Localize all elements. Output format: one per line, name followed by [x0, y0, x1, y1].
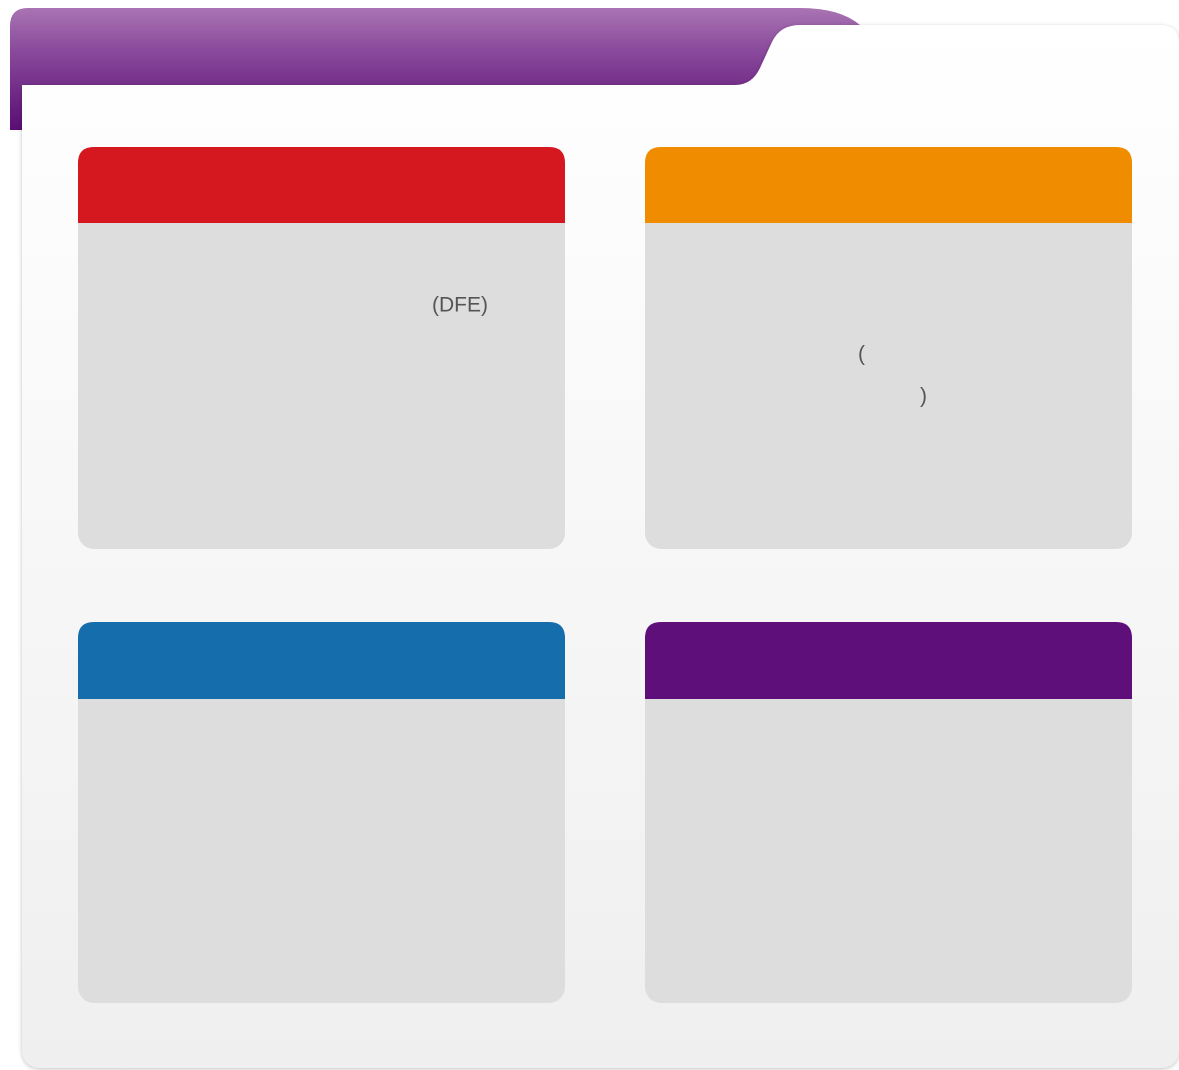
card-header [645, 147, 1132, 223]
card-text: ) [920, 385, 927, 408]
card-text: ( [858, 343, 865, 366]
card-red: (DFE) [78, 147, 565, 549]
card-blue [78, 622, 565, 1003]
card-header [645, 622, 1132, 699]
card-body [78, 622, 565, 1003]
card-body [645, 622, 1132, 1003]
card-body [645, 147, 1132, 549]
card-body [78, 147, 565, 549]
card-header [78, 147, 565, 223]
card-orange: ( ) [645, 147, 1132, 549]
card-header [78, 622, 565, 699]
card-purple [645, 622, 1132, 1003]
card-text: (DFE) [432, 294, 488, 317]
